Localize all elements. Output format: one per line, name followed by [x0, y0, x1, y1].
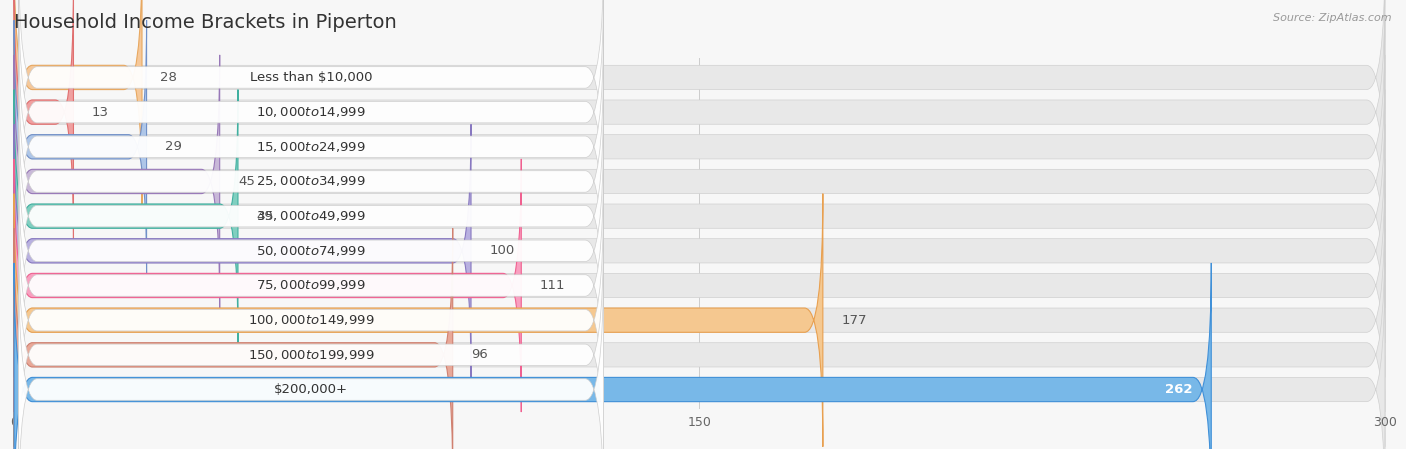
FancyBboxPatch shape	[14, 159, 1385, 412]
FancyBboxPatch shape	[18, 53, 603, 309]
FancyBboxPatch shape	[14, 263, 1385, 449]
Text: $35,000 to $49,999: $35,000 to $49,999	[256, 209, 366, 223]
FancyBboxPatch shape	[14, 124, 471, 377]
FancyBboxPatch shape	[14, 124, 1385, 377]
Text: 111: 111	[540, 279, 565, 292]
FancyBboxPatch shape	[14, 0, 1385, 239]
Text: $100,000 to $149,999: $100,000 to $149,999	[247, 313, 374, 327]
Text: $15,000 to $24,999: $15,000 to $24,999	[256, 140, 366, 154]
FancyBboxPatch shape	[14, 194, 823, 447]
FancyBboxPatch shape	[14, 90, 1385, 343]
FancyBboxPatch shape	[14, 263, 1212, 449]
FancyBboxPatch shape	[18, 123, 603, 379]
Text: 29: 29	[165, 140, 181, 153]
FancyBboxPatch shape	[18, 0, 603, 205]
Text: 45: 45	[238, 175, 254, 188]
Text: $150,000 to $199,999: $150,000 to $199,999	[247, 348, 374, 362]
FancyBboxPatch shape	[18, 19, 603, 275]
Text: 177: 177	[841, 314, 866, 327]
FancyBboxPatch shape	[18, 192, 603, 448]
Text: $200,000+: $200,000+	[274, 383, 349, 396]
Text: Household Income Brackets in Piperton: Household Income Brackets in Piperton	[14, 13, 396, 32]
Text: $10,000 to $14,999: $10,000 to $14,999	[256, 105, 366, 119]
FancyBboxPatch shape	[18, 227, 603, 449]
FancyBboxPatch shape	[14, 20, 1385, 273]
FancyBboxPatch shape	[14, 194, 1385, 447]
FancyBboxPatch shape	[14, 228, 1385, 449]
FancyBboxPatch shape	[14, 159, 522, 412]
Text: $25,000 to $34,999: $25,000 to $34,999	[256, 175, 366, 189]
Text: 262: 262	[1166, 383, 1192, 396]
FancyBboxPatch shape	[18, 158, 603, 414]
FancyBboxPatch shape	[14, 55, 219, 308]
FancyBboxPatch shape	[14, 0, 73, 239]
Text: Less than $10,000: Less than $10,000	[250, 71, 373, 84]
FancyBboxPatch shape	[14, 20, 146, 273]
Text: $75,000 to $99,999: $75,000 to $99,999	[256, 278, 366, 292]
FancyBboxPatch shape	[14, 0, 142, 204]
FancyBboxPatch shape	[18, 88, 603, 344]
FancyBboxPatch shape	[14, 0, 1385, 204]
Text: $50,000 to $74,999: $50,000 to $74,999	[256, 244, 366, 258]
Text: 100: 100	[489, 244, 515, 257]
FancyBboxPatch shape	[14, 55, 1385, 308]
FancyBboxPatch shape	[14, 90, 238, 343]
FancyBboxPatch shape	[14, 228, 453, 449]
Text: 49: 49	[256, 210, 273, 223]
FancyBboxPatch shape	[18, 0, 603, 240]
FancyBboxPatch shape	[18, 262, 603, 449]
Text: 28: 28	[160, 71, 177, 84]
Text: 13: 13	[91, 106, 108, 119]
Text: Source: ZipAtlas.com: Source: ZipAtlas.com	[1274, 13, 1392, 23]
Text: 96: 96	[471, 348, 488, 361]
